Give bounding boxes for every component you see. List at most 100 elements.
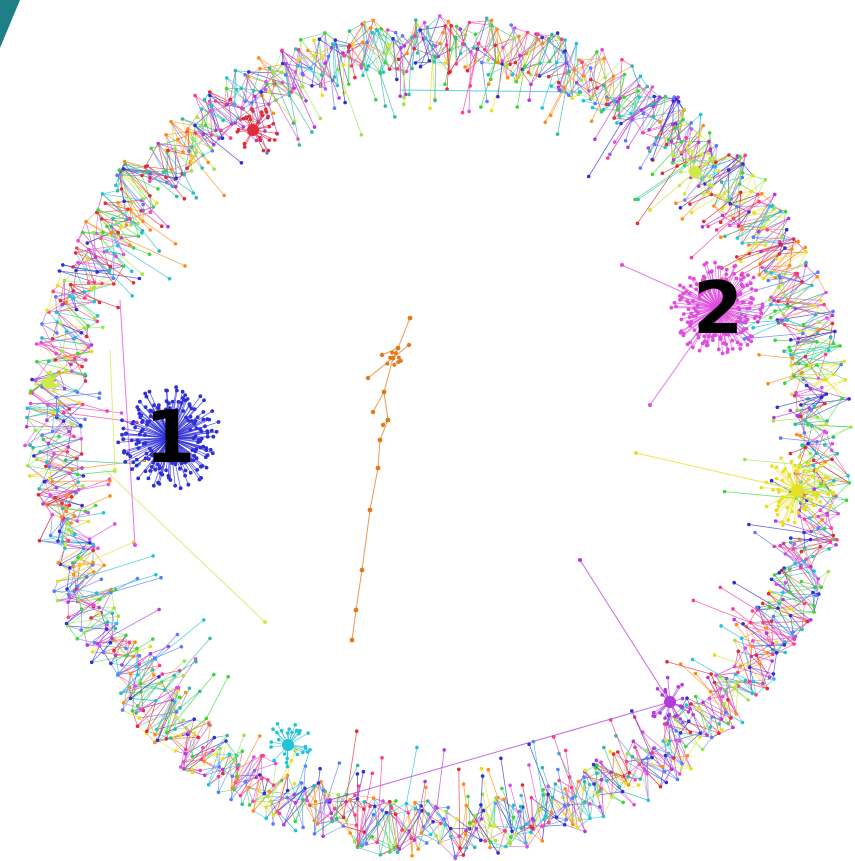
ring-edge [594,85,605,104]
ring-node [237,763,241,767]
ring-edge [778,322,801,332]
spoke-edge [337,69,362,135]
ring-edge [771,570,815,580]
spoke-edge [46,496,72,506]
ring-edge [590,79,602,112]
ring-node [486,72,491,77]
ring-edge [699,134,710,142]
spoke-edge [117,245,170,280]
ring-edge [652,743,669,754]
ring-edge [334,794,339,809]
ring-edge [425,38,433,61]
ring-edge [76,247,95,283]
ring-node [626,774,631,779]
ring-edge [52,420,64,432]
ring-node [484,16,489,21]
ring-node [809,408,813,412]
ring-edge [803,532,831,543]
ring-edge [102,190,118,195]
ring-node [387,43,391,47]
ring-node [54,485,59,490]
spoke-edge [481,768,495,827]
ring-node [64,369,68,373]
ring-edge [662,740,678,780]
ring-node [811,303,815,308]
spoke-node [183,264,187,268]
ring-edge [771,578,786,584]
ring-edge [714,682,727,713]
ring-edge [73,574,85,580]
ring-edge [504,805,514,831]
spoke-edge [289,92,300,146]
ring-node [728,201,732,206]
ring-edge [734,647,746,667]
ring-edge [123,658,156,704]
ring-node [658,120,662,124]
ring-edge [57,571,94,582]
spoke-node [732,617,736,622]
ring-node [424,841,429,845]
ring-edge [380,28,394,39]
ring-edge [77,638,95,644]
ring-node [212,142,216,147]
ring-edge [781,570,815,613]
ring-node [25,415,29,420]
spoke-edge [652,110,685,161]
ring-edge [563,51,598,88]
ring-node [823,401,827,406]
ring-edge [77,380,86,393]
ring-edge [81,621,108,631]
ring-edge [583,100,596,104]
ring-node [173,146,177,151]
spoke-edge [392,38,398,80]
spoke-node [423,779,427,784]
ring-edge [568,79,592,96]
ring-edge [112,209,131,219]
ring-edge [611,786,620,798]
ring-node [562,823,567,827]
ring-node [134,711,138,715]
ring-node [733,664,737,669]
ring-edge [354,798,358,842]
ring-edge [810,519,823,532]
spoke-edge [639,144,656,169]
ring-node [224,739,228,743]
ring-edge [240,778,263,796]
ring-node [164,737,169,741]
ring-node [641,131,645,135]
ring-node [734,712,739,716]
ring-node [570,796,575,801]
ring-node [733,672,738,677]
ring-edge [815,578,819,596]
ring-edge [436,807,449,809]
ring-edge [503,799,513,832]
ring-edge [765,236,783,246]
ring-node [178,695,182,700]
ring-edge [174,148,183,174]
ring-edge [150,148,164,173]
ring-node [90,650,95,654]
spoke-edge [665,739,692,769]
ring-edge [789,592,808,622]
ring-node [353,793,357,797]
spoke-node [766,381,770,386]
ring-node [91,548,95,553]
ring-node [95,270,99,274]
ring-node [209,133,214,137]
ring-node [47,465,52,469]
ring-node [772,207,776,211]
ring-edge [421,810,437,836]
ring-node [37,538,42,543]
ring-edge [643,769,649,801]
ring-node [685,696,689,700]
ring-edge [261,755,276,764]
ring-edge [388,44,399,60]
spoke-edge [766,633,773,644]
ring-node [116,673,120,677]
ring-node [38,450,42,454]
ring-edge [801,372,811,389]
ring-node [269,799,274,804]
ring-edge [93,272,98,288]
ring-node [672,756,676,760]
ring-node [438,14,442,18]
